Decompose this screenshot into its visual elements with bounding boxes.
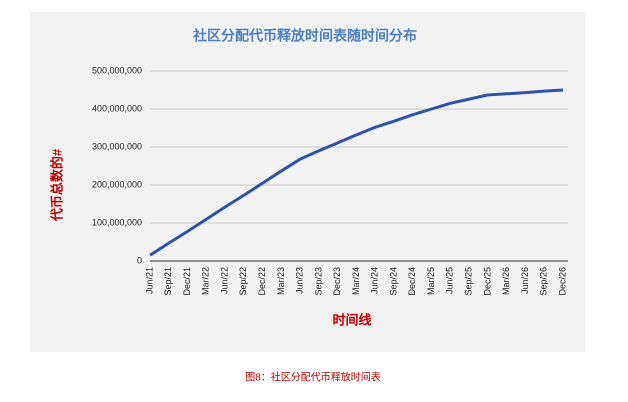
x-tick-label: Jun/24 bbox=[370, 267, 380, 294]
x-tick-label: Jun/21 bbox=[144, 267, 154, 294]
x-tick-label: Sep/24 bbox=[388, 267, 398, 296]
x-tick-label: Mar/22 bbox=[201, 267, 211, 295]
x-tick-label: Jun/23 bbox=[295, 267, 305, 294]
x-tick-label: Dec/21 bbox=[182, 267, 192, 296]
x-tick-label: Dec/23 bbox=[332, 267, 342, 296]
x-axis-label: 时间线 bbox=[332, 312, 371, 327]
caption: 图8：社区分配代币释放时间表 bbox=[245, 371, 381, 384]
x-tick-label: Mar/23 bbox=[276, 267, 286, 295]
data-line bbox=[149, 88, 564, 257]
x-tick-label: Mar/24 bbox=[351, 267, 361, 295]
x-tick-label: Sep/21 bbox=[163, 267, 173, 296]
x-tick-label: Sep/25 bbox=[464, 267, 474, 296]
x-tick-label: Mar/26 bbox=[501, 267, 511, 295]
y-tick-label: 400,000,000 bbox=[92, 103, 142, 113]
x-tick-label: Sep/26 bbox=[539, 267, 549, 296]
x-tick-label: Mar/25 bbox=[426, 267, 436, 295]
x-tick-label: Dec/24 bbox=[407, 267, 417, 296]
y-tick-label: 200,000,000 bbox=[92, 179, 142, 189]
x-tick-label: Dec/26 bbox=[557, 267, 567, 296]
x-tick-label: Sep/23 bbox=[313, 267, 323, 296]
x-tick-label: Jun/25 bbox=[445, 267, 455, 294]
chart-background bbox=[30, 12, 585, 352]
chart-title: 社区分配代币释放时间表随时间分布 bbox=[192, 28, 417, 44]
x-tick-label: Jun/26 bbox=[520, 267, 530, 294]
y-tick-label: 300,000,000 bbox=[92, 141, 142, 151]
y-axis-label: 代币总数的# bbox=[49, 148, 64, 222]
x-tick-label: Dec/25 bbox=[482, 267, 492, 296]
x-tick-label: Dec/22 bbox=[257, 267, 267, 296]
y-tick-label: 100,000,000 bbox=[92, 217, 142, 227]
x-tick-label: Sep/22 bbox=[238, 267, 248, 296]
x-tick-label: Jun/22 bbox=[219, 267, 229, 294]
y-tick-label: 0 bbox=[137, 255, 142, 265]
y-tick-label: 500,000,000 bbox=[92, 65, 142, 75]
